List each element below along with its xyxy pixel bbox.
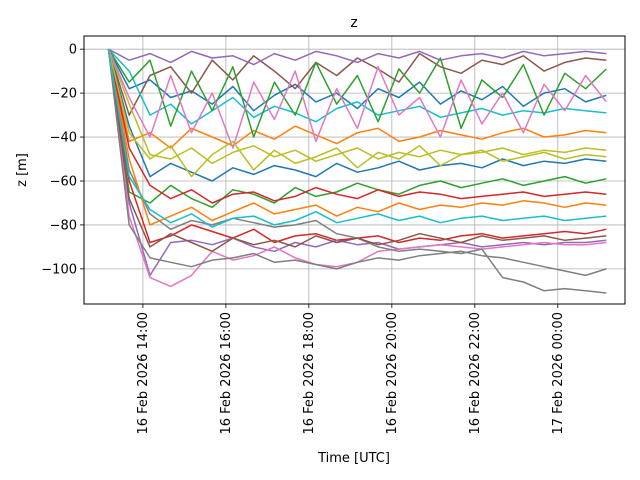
series-line-19 xyxy=(107,49,607,178)
y-tick-label: −100 xyxy=(41,262,77,277)
series-line-14 xyxy=(107,49,607,204)
chart-title: z xyxy=(350,15,357,31)
y-tick-label: −40 xyxy=(50,131,77,146)
x-tick-label: 16 Feb 2026 14:00 xyxy=(136,312,151,435)
y-axis-label: z [m] xyxy=(15,153,30,187)
series-line-2 xyxy=(107,49,607,149)
y-tick-label: 0 xyxy=(69,43,77,58)
series-line-18 xyxy=(107,49,607,277)
series-line-13 xyxy=(107,48,607,138)
series-line-5 xyxy=(107,49,607,277)
series-line-4 xyxy=(107,49,607,244)
x-tick-label: 17 Feb 2026 00:00 xyxy=(551,312,566,435)
series-layer xyxy=(107,48,607,294)
x-tick-label: 16 Feb 2026 18:00 xyxy=(302,312,317,435)
series-line-1 xyxy=(107,48,607,112)
series-line-15 xyxy=(108,48,607,66)
y-tick-label: −60 xyxy=(50,174,77,189)
series-line-11 xyxy=(107,49,607,182)
y-tick-label: −80 xyxy=(50,218,77,233)
series-line-20 xyxy=(107,49,607,228)
series-line-17 xyxy=(107,48,607,149)
plot-frame xyxy=(83,35,626,305)
y-tick-label: −20 xyxy=(50,87,77,102)
series-line-6 xyxy=(107,48,607,116)
axis-ticks: 16 Feb 2026 14:00 16 Feb 2026 16:00 16 Feb… xyxy=(41,43,566,435)
series-line-10 xyxy=(107,48,607,125)
series-line-9 xyxy=(107,48,607,165)
x-axis-label: Time [UTC] xyxy=(317,451,390,466)
x-tick-label: 16 Feb 2026 20:00 xyxy=(385,312,400,435)
x-tick-label: 16 Feb 2026 16:00 xyxy=(219,312,234,435)
series-line-3 xyxy=(107,49,607,209)
series-line-16 xyxy=(107,49,607,253)
x-tick-label: 16 Feb 2026 22:00 xyxy=(468,312,483,435)
series-line-12 xyxy=(107,49,607,226)
